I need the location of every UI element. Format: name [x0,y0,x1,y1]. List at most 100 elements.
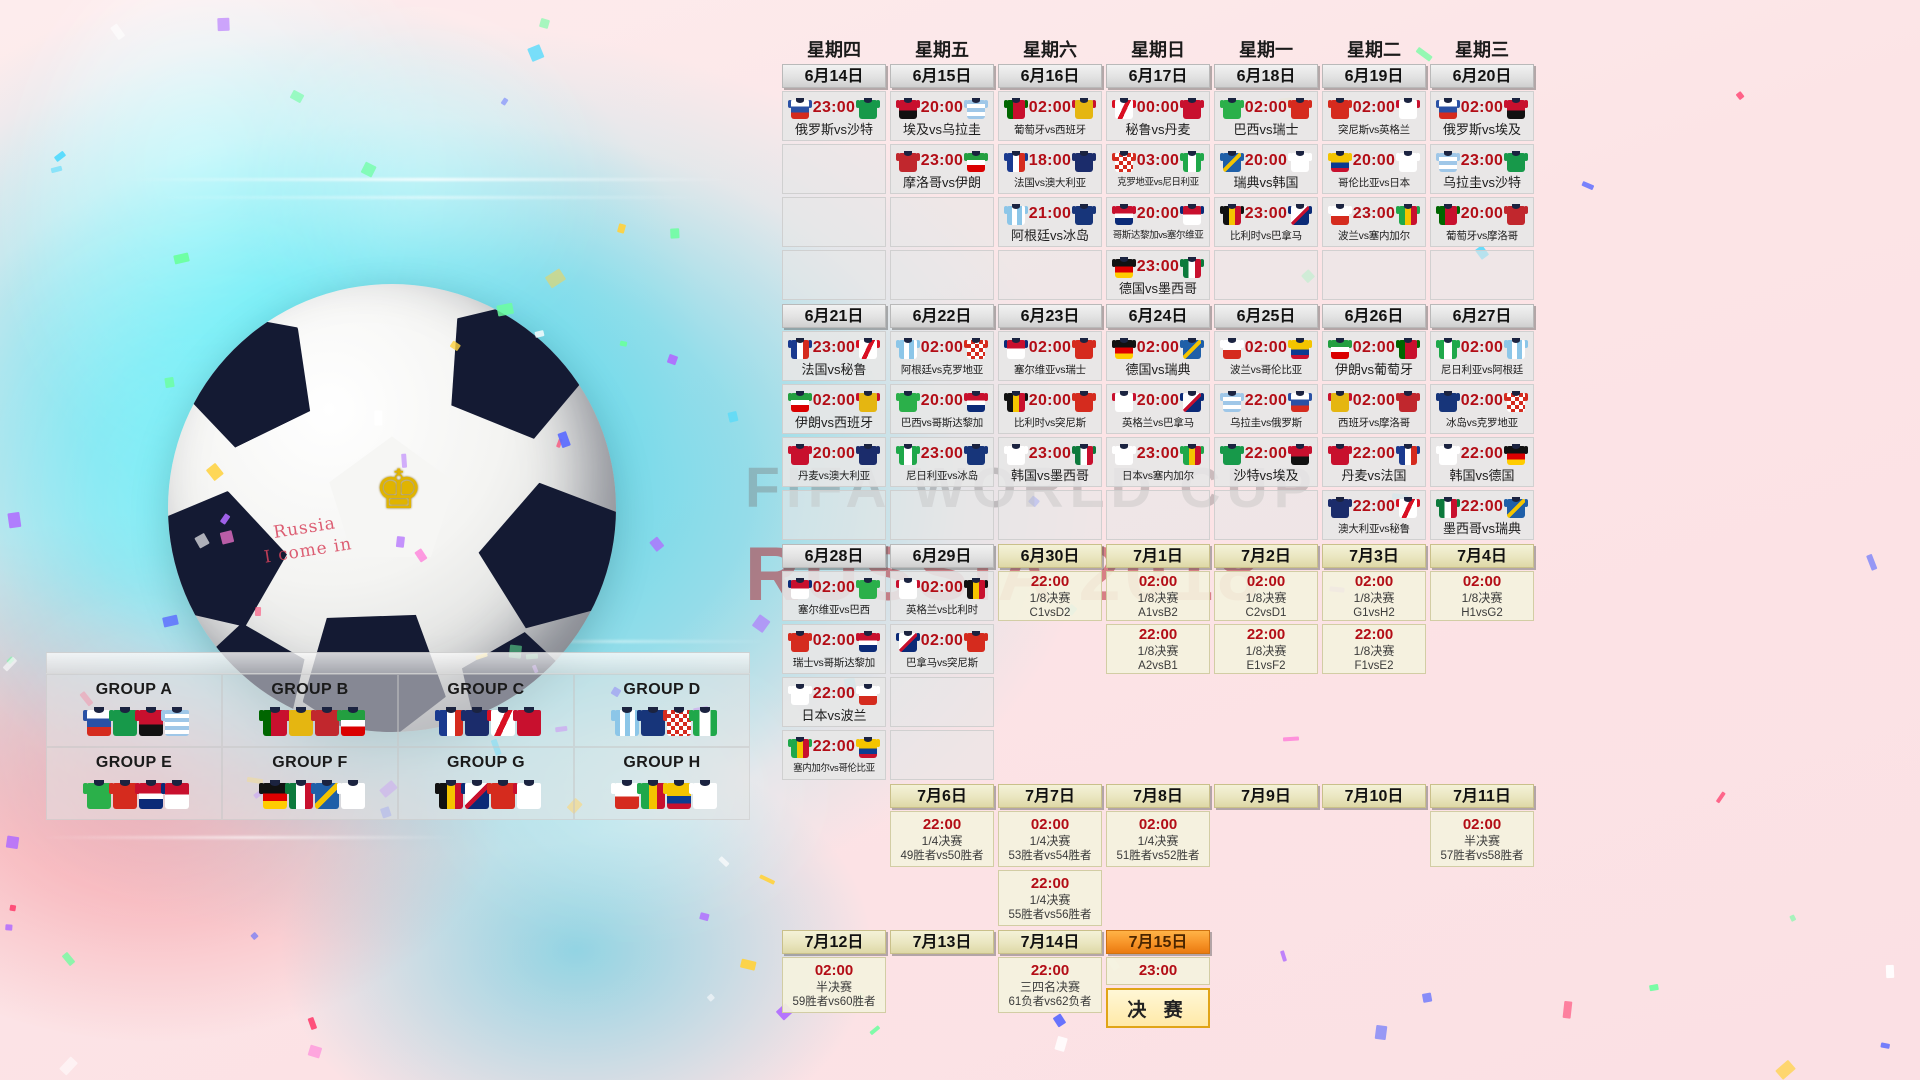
group-cell-group-e[interactable]: GROUP E [46,747,222,820]
match-cell[interactable]: 22:00 墨西哥vs瑞典 [1430,490,1534,540]
group-cell-group-g[interactable]: GROUP G [398,747,574,820]
match-cell[interactable]: 23:00 德国vs墨西哥 [1106,250,1210,300]
match-cell[interactable]: 20:00 瑞典vs韩国 [1214,144,1318,194]
match-cell[interactable]: 02:00 西班牙vs摩洛哥 [1322,384,1426,434]
match-cell[interactable]: 20:00 英格兰vs巴拿马 [1106,384,1210,434]
date-header-7月6日[interactable]: 7月6日 [890,784,994,808]
match-cell[interactable]: 23:00 韩国vs墨西哥 [998,437,1102,487]
match-cell[interactable]: 20:00 比利时vs突尼斯 [998,384,1102,434]
date-header-7月15日[interactable]: 7月15日 [1106,930,1210,954]
match-cell[interactable]: 23:00 日本vs塞内加尔 [1106,437,1210,487]
date-header-7月4日[interactable]: 7月4日 [1430,544,1534,568]
match-cell[interactable]: 18:00 法国vs澳大利亚 [998,144,1102,194]
match-cell[interactable]: 02:00 德国vs瑞典 [1106,331,1210,381]
date-header-7月1日[interactable]: 7月1日 [1106,544,1210,568]
match-cell[interactable]: 02:00 巴拿马vs突尼斯 [890,624,994,674]
match-cell[interactable]: 23:00 波兰vs塞内加尔 [1322,197,1426,247]
match-cell[interactable]: 02:00 葡萄牙vs西班牙 [998,91,1102,141]
match-cell[interactable]: 22:00 塞内加尔vs哥伦比亚 [782,730,886,780]
match-cell[interactable]: 20:00 哥斯达黎加vs塞尔维亚 [1106,197,1210,247]
date-header-6月25日[interactable]: 6月25日 [1214,304,1318,328]
date-header-6月17日[interactable]: 6月17日 [1106,64,1210,88]
date-header-6月26日[interactable]: 6月26日 [1322,304,1426,328]
date-header-6月20日[interactable]: 6月20日 [1430,64,1534,88]
match-cell[interactable]: 23:00 尼日利亚vs冰岛 [890,437,994,487]
knockout-match-cell[interactable]: 22:00 1/4决赛 55胜者vs56胜者 [998,870,1102,926]
knockout-match-cell[interactable]: 22:00 1/8决赛 F1vsE2 [1322,624,1426,674]
date-header-7月11日[interactable]: 7月11日 [1430,784,1534,808]
date-header-6月27日[interactable]: 6月27日 [1430,304,1534,328]
date-header-7月2日[interactable]: 7月2日 [1214,544,1318,568]
match-cell[interactable]: 02:00 瑞士vs哥斯达黎加 [782,624,886,674]
match-cell[interactable]: 00:00 秘鲁vs丹麦 [1106,91,1210,141]
date-header-6月18日[interactable]: 6月18日 [1214,64,1318,88]
match-cell[interactable]: 02:00 塞尔维亚vs瑞士 [998,331,1102,381]
group-cell-group-b[interactable]: GROUP B [222,674,398,747]
match-cell[interactable]: 02:00 伊朗vs西班牙 [782,384,886,434]
match-cell[interactable]: 02:00 英格兰vs比利时 [890,571,994,621]
match-cell[interactable]: 02:00 突尼斯vs英格兰 [1322,91,1426,141]
date-header-6月24日[interactable]: 6月24日 [1106,304,1210,328]
match-cell[interactable]: 02:00 波兰vs哥伦比亚 [1214,331,1318,381]
date-header-6月23日[interactable]: 6月23日 [998,304,1102,328]
knockout-match-cell[interactable]: 02:00 1/4决赛 53胜者vs54胜者 [998,811,1102,867]
knockout-match-cell[interactable]: 22:00 1/4决赛 49胜者vs50胜者 [890,811,994,867]
date-header-7月13日[interactable]: 7月13日 [890,930,994,954]
match-cell[interactable]: 20:00 哥伦比亚vs日本 [1322,144,1426,194]
knockout-match-cell[interactable]: 22:00 1/8决赛 E1vsF2 [1214,624,1318,674]
knockout-match-cell[interactable]: 22:00 1/8决赛 A2vsB1 [1106,624,1210,674]
match-cell[interactable]: 02:00 塞尔维亚vs巴西 [782,571,886,621]
knockout-match-cell[interactable]: 22:00 1/8决赛 C1vsD2 [998,571,1102,621]
match-cell[interactable]: 22:00 日本vs波兰 [782,677,886,727]
group-cell-group-h[interactable]: GROUP H [574,747,750,820]
knockout-match-cell[interactable]: 02:00 1/8决赛 G1vsH2 [1322,571,1426,621]
date-header-7月7日[interactable]: 7月7日 [998,784,1102,808]
date-header-7月14日[interactable]: 7月14日 [998,930,1102,954]
group-cell-group-c[interactable]: GROUP C [398,674,574,747]
match-cell[interactable]: 20:00 巴西vs哥斯达黎加 [890,384,994,434]
match-cell[interactable]: 22:00 澳大利亚vs秘鲁 [1322,490,1426,540]
date-header-6月29日[interactable]: 6月29日 [890,544,994,568]
date-header-7月12日[interactable]: 7月12日 [782,930,886,954]
date-header-7月3日[interactable]: 7月3日 [1322,544,1426,568]
match-cell[interactable]: 22:00 沙特vs埃及 [1214,437,1318,487]
date-header-7月9日[interactable]: 7月9日 [1214,784,1318,808]
match-cell[interactable]: 23:00 乌拉圭vs沙特 [1430,144,1534,194]
date-header-6月19日[interactable]: 6月19日 [1322,64,1426,88]
match-cell[interactable]: 23:00 法国vs秘鲁 [782,331,886,381]
match-cell[interactable]: 02:00 伊朗vs葡萄牙 [1322,331,1426,381]
date-header-6月15日[interactable]: 6月15日 [890,64,994,88]
date-header-7月8日[interactable]: 7月8日 [1106,784,1210,808]
knockout-match-cell[interactable]: 02:00 1/8决赛 A1vsB2 [1106,571,1210,621]
knockout-match-cell[interactable]: 02:00 半决赛 57胜者vs58胜者 [1430,811,1534,867]
date-header-6月30日[interactable]: 6月30日 [998,544,1102,568]
match-cell[interactable]: 23:00 比利时vs巴拿马 [1214,197,1318,247]
group-cell-group-f[interactable]: GROUP F [222,747,398,820]
match-cell[interactable]: 22:00 韩国vs德国 [1430,437,1534,487]
date-header-6月14日[interactable]: 6月14日 [782,64,886,88]
knockout-match-cell[interactable]: 22:00 三四名决赛 61负者vs62负者 [998,957,1102,1013]
date-header-6月16日[interactable]: 6月16日 [998,64,1102,88]
match-cell[interactable]: 20:00 埃及vs乌拉圭 [890,91,994,141]
match-cell[interactable]: 02:00 尼日利亚vs阿根廷 [1430,331,1534,381]
match-cell[interactable]: 20:00 丹麦vs澳大利亚 [782,437,886,487]
match-cell[interactable]: 23:00 摩洛哥vs伊朗 [890,144,994,194]
final-time-cell[interactable]: 23:00 [1106,957,1210,985]
date-header-6月21日[interactable]: 6月21日 [782,304,886,328]
match-cell[interactable]: 20:00 葡萄牙vs摩洛哥 [1430,197,1534,247]
knockout-match-cell[interactable]: 02:00 半决赛 59胜者vs60胜者 [782,957,886,1013]
match-cell[interactable]: 23:00 俄罗斯vs沙特 [782,91,886,141]
match-cell[interactable]: 22:00 乌拉圭vs俄罗斯 [1214,384,1318,434]
match-cell[interactable]: 03:00 克罗地亚vs尼日利亚 [1106,144,1210,194]
date-header-6月28日[interactable]: 6月28日 [782,544,886,568]
match-cell[interactable]: 21:00 阿根廷vs冰岛 [998,197,1102,247]
group-cell-group-d[interactable]: GROUP D [574,674,750,747]
match-cell[interactable]: 02:00 阿根廷vs克罗地亚 [890,331,994,381]
date-header-7月10日[interactable]: 7月10日 [1322,784,1426,808]
match-cell[interactable]: 22:00 丹麦vs法国 [1322,437,1426,487]
match-cell[interactable]: 02:00 巴西vs瑞士 [1214,91,1318,141]
knockout-match-cell[interactable]: 02:00 1/4决赛 51胜者vs52胜者 [1106,811,1210,867]
group-cell-group-a[interactable]: GROUP A [46,674,222,747]
knockout-match-cell[interactable]: 02:00 1/8决赛 H1vsG2 [1430,571,1534,621]
date-header-6月22日[interactable]: 6月22日 [890,304,994,328]
